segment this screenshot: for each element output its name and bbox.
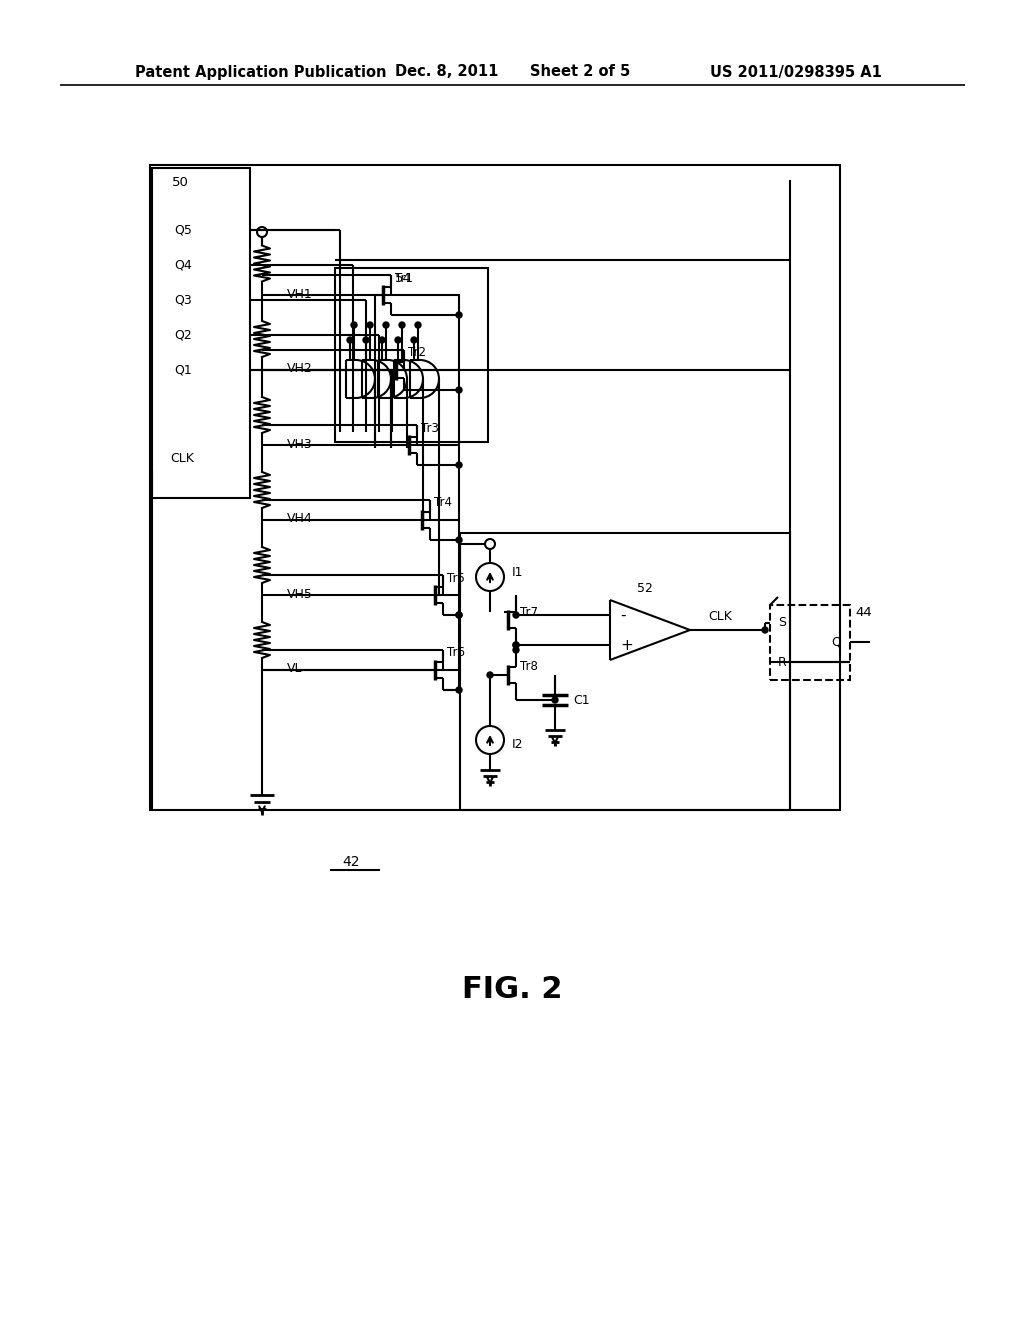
Circle shape [513, 642, 519, 648]
Bar [150, 165, 840, 810]
Circle shape [383, 322, 389, 327]
Text: VH3: VH3 [287, 437, 312, 450]
Circle shape [487, 672, 493, 678]
Text: Tr6: Tr6 [447, 647, 465, 660]
Text: FIG. 2: FIG. 2 [462, 975, 562, 1005]
Circle shape [415, 322, 421, 327]
Circle shape [367, 322, 373, 327]
Text: Tr8: Tr8 [520, 660, 538, 673]
Text: +: + [620, 638, 633, 652]
Text: US 2011/0298395 A1: US 2011/0298395 A1 [710, 65, 882, 79]
Text: 52: 52 [637, 582, 653, 594]
Text: Tr5: Tr5 [447, 572, 465, 585]
Text: CLK: CLK [170, 451, 194, 465]
Text: Q3: Q3 [174, 293, 191, 306]
Text: Tr1: Tr1 [395, 272, 413, 285]
Text: Q5: Q5 [174, 223, 191, 236]
Text: VH4: VH4 [287, 512, 312, 525]
Text: Patent Application Publication: Patent Application Publication [135, 65, 386, 79]
Text: 42: 42 [342, 855, 359, 869]
Text: Tr7: Tr7 [520, 606, 538, 619]
Text: Tr2: Tr2 [408, 346, 426, 359]
Text: I2: I2 [512, 738, 523, 751]
Circle shape [395, 337, 401, 343]
Text: Dec. 8, 2011: Dec. 8, 2011 [395, 65, 499, 79]
Circle shape [347, 337, 353, 343]
Text: VH1: VH1 [287, 288, 312, 301]
Circle shape [456, 537, 462, 543]
Bar [460, 533, 790, 810]
Circle shape [456, 612, 462, 618]
Circle shape [456, 462, 462, 469]
Text: VH2: VH2 [287, 363, 312, 375]
Text: 44: 44 [855, 606, 871, 619]
Bar [770, 605, 850, 680]
Text: Q: Q [831, 635, 841, 648]
Text: Q2: Q2 [174, 329, 191, 342]
Bar [152, 168, 250, 498]
Circle shape [762, 627, 768, 634]
Text: Tr3: Tr3 [421, 421, 439, 434]
Text: Q1: Q1 [174, 363, 191, 376]
Bar [335, 268, 488, 442]
Circle shape [456, 312, 462, 318]
Text: CLK: CLK [708, 610, 732, 623]
Text: 50: 50 [172, 177, 188, 190]
Circle shape [552, 697, 558, 704]
Text: -: - [620, 607, 626, 623]
Circle shape [513, 642, 519, 648]
Circle shape [456, 387, 462, 393]
Circle shape [362, 337, 369, 343]
Text: 54: 54 [395, 272, 412, 285]
Circle shape [351, 322, 357, 327]
Circle shape [513, 647, 519, 653]
Text: C1: C1 [573, 693, 590, 706]
Circle shape [456, 686, 462, 693]
Text: Q4: Q4 [174, 259, 191, 272]
Circle shape [411, 337, 417, 343]
Text: Sheet 2 of 5: Sheet 2 of 5 [530, 65, 630, 79]
Circle shape [379, 337, 385, 343]
Text: R: R [778, 656, 786, 668]
Text: VH5: VH5 [287, 587, 313, 601]
Text: S: S [778, 616, 786, 630]
Text: Tr4: Tr4 [434, 496, 452, 510]
Circle shape [513, 612, 519, 618]
Text: VL: VL [287, 663, 302, 676]
Circle shape [399, 322, 406, 327]
Circle shape [456, 612, 462, 618]
Text: I1: I1 [512, 565, 523, 578]
